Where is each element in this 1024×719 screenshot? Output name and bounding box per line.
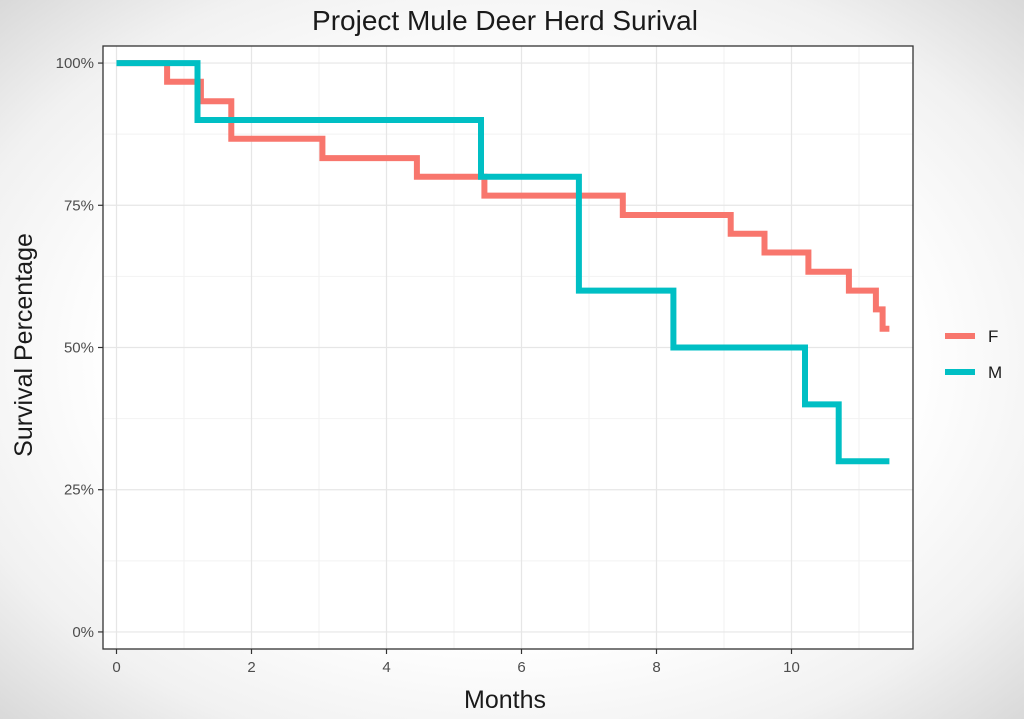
y-tick-label: 0%: [72, 624, 94, 641]
x-axis-title: Months: [464, 686, 546, 714]
legend-label-M: M: [988, 363, 1002, 382]
y-tick-label: 50%: [64, 340, 94, 357]
x-tick-label: 4: [382, 659, 390, 676]
x-tick-label: 10: [783, 659, 800, 676]
x-tick-label: 0: [112, 659, 120, 676]
series-layer: [116, 60, 890, 465]
y-axis-title: Survival Percentage: [10, 233, 38, 457]
x-tick-label: 2: [247, 659, 255, 676]
legend-label-F: F: [988, 327, 998, 346]
y-tick-label: 100%: [56, 55, 94, 72]
y-tick-label: 75%: [64, 197, 94, 214]
axes: 0 2 4 6 8 100%25%50%75%100%: [56, 55, 800, 676]
legend: FM: [945, 327, 1002, 382]
y-tick-label: 25%: [64, 482, 94, 499]
chart-title: Project Mule Deer Herd Surival: [312, 5, 698, 36]
series-line-M: [116, 60, 890, 465]
x-tick-label: 6: [517, 659, 525, 676]
x-tick-label: 8: [652, 659, 660, 676]
series-line-F: [116, 60, 890, 332]
